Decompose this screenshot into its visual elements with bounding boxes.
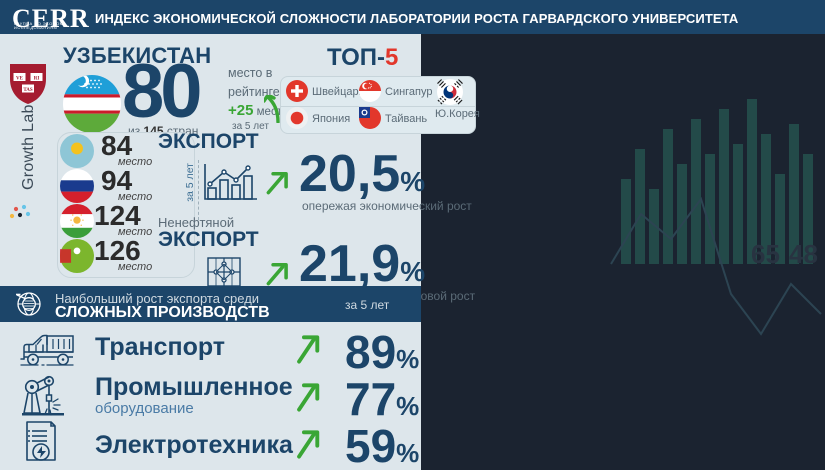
svg-text:VE: VE: [16, 76, 24, 81]
svg-text:TAS: TAS: [23, 88, 33, 93]
svg-text:RI: RI: [34, 76, 40, 81]
